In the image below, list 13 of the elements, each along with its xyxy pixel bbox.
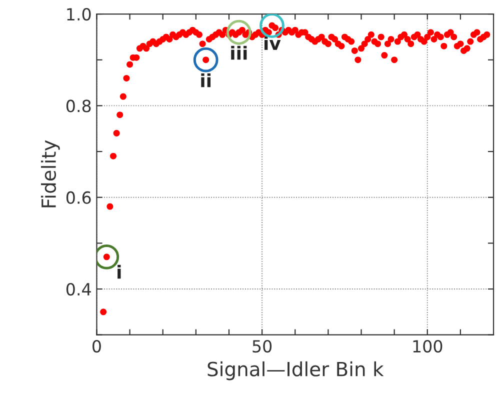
y-tick-label: 0.8 [66,100,91,112]
annotation: i [118,264,121,279]
annotation: iii [231,46,247,60]
y-tick-label: 0.4 [66,282,91,296]
annotation: ii [201,73,211,88]
x-tick-label: 0 [92,340,101,353]
y-tick-label: 1.0 [67,8,91,21]
annotation: iv [264,36,281,50]
x-tick-label: 100 [413,340,442,353]
y-axis-title: Fidelity [40,140,60,208]
x-axis-title: Signal—Idler Bin k [208,361,384,380]
x-tick-label: 50 [252,340,272,353]
y-tick-label: 0.6 [66,191,91,204]
